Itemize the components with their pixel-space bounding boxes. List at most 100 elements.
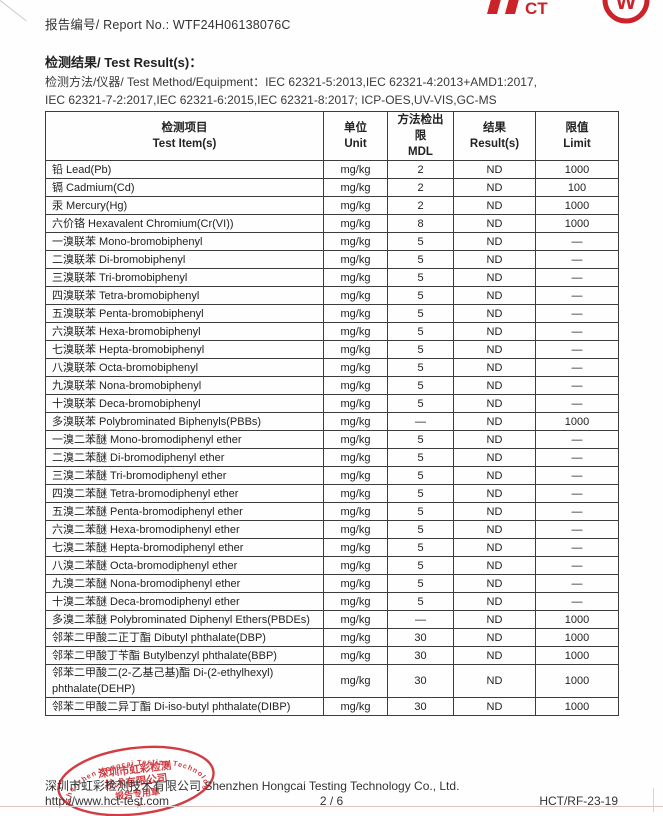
table-row: 邻苯二甲酸二(2-乙基己基)酯 Di-(2-ethylhexyl) phthal… xyxy=(45,664,619,698)
unit-cell: mg/kg xyxy=(323,304,388,323)
test-item-cell: 十溴联苯 Deca-bromobiphenyl xyxy=(45,394,324,413)
test-item-cell: 铅 Lead(Pb) xyxy=(45,160,324,179)
limit-cell: 1000 xyxy=(535,196,619,215)
limit-cell: — xyxy=(535,322,619,341)
limit-cell: — xyxy=(535,574,619,593)
limit-cell: — xyxy=(535,430,619,449)
limit-cell: — xyxy=(535,556,619,575)
limit-cell: — xyxy=(535,538,619,557)
test-item-cell: 镉 Cadmium(Cd) xyxy=(45,178,324,197)
limit-cell: — xyxy=(535,304,619,323)
report-number: 报告编号/ Report No.: WTF24H06138076C xyxy=(45,18,291,32)
scan-right-line-artifact xyxy=(653,788,654,812)
result-cell: ND xyxy=(453,646,536,665)
unit-cell: mg/kg xyxy=(323,286,388,305)
hct-logo-icon: CT xyxy=(487,0,548,18)
unit-cell: mg/kg xyxy=(323,250,388,269)
test-item-cell: 邻苯二甲酸二(2-乙基己基)酯 Di-(2-ethylhexyl) phthal… xyxy=(45,664,324,698)
test-method-line-1: 检测方法/仪器/ Test Method/Equipment：IEC 62321… xyxy=(45,75,537,89)
scan-corner-artifact xyxy=(0,0,27,22)
mdl-cell: 5 xyxy=(387,268,454,287)
table-row: 六溴联苯 Hexa-bromobiphenyl mg/kg 5 ND — xyxy=(45,322,619,341)
limit-cell: — xyxy=(535,268,619,287)
table-row: 二溴二苯醚 Di-bromodiphenyl ether mg/kg 5 ND — xyxy=(45,448,619,467)
svg-text:W: W xyxy=(616,0,637,14)
unit-cell: mg/kg xyxy=(323,664,388,698)
result-cell: ND xyxy=(453,160,536,179)
mdl-cell: — xyxy=(387,412,454,431)
result-cell: ND xyxy=(453,214,536,233)
mdl-cell: — xyxy=(387,610,454,629)
result-cell: ND xyxy=(453,358,536,377)
mdl-cell: 5 xyxy=(387,538,454,557)
stamp-star-icon: ★ xyxy=(135,800,143,810)
test-item-cell: 八溴联苯 Octa-bromobiphenyl xyxy=(45,358,324,377)
limit-cell: — xyxy=(535,250,619,269)
result-cell: ND xyxy=(453,466,536,485)
col-header-test-item: 检测项目 Test Item(s) xyxy=(45,111,324,161)
mdl-cell: 30 xyxy=(387,628,454,647)
result-cell: ND xyxy=(453,178,536,197)
test-item-cell: 六溴二苯醚 Hexa-bromodiphenyl ether xyxy=(45,520,324,539)
table-row: 三溴二苯醚 Tri-bromodiphenyl ether mg/kg 5 ND — xyxy=(45,466,619,485)
unit-cell: mg/kg xyxy=(323,574,388,593)
limit-cell: — xyxy=(535,232,619,251)
mdl-cell: 5 xyxy=(387,286,454,305)
mdl-cell: 2 xyxy=(387,196,454,215)
unit-cell: mg/kg xyxy=(323,502,388,521)
test-item-cell: 六价铬 Hexavalent Chromium(Cr(VI)) xyxy=(45,214,324,233)
result-cell: ND xyxy=(453,556,536,575)
table-row: 九溴二苯醚 Nona-bromodiphenyl ether mg/kg 5 ND — xyxy=(45,574,619,593)
limit-cell: 1000 xyxy=(535,214,619,233)
mdl-cell: 30 xyxy=(387,664,454,698)
table-row: 十溴联苯 Deca-bromobiphenyl mg/kg 5 ND — xyxy=(45,394,619,413)
table-row: 四溴联苯 Tetra-bromobiphenyl mg/kg 5 ND — xyxy=(45,286,619,305)
table-row: 九溴联苯 Nona-bromobiphenyl mg/kg 5 ND — xyxy=(45,376,619,395)
test-item-cell: 七溴联苯 Hepta-bromobiphenyl xyxy=(45,340,324,359)
mdl-cell: 5 xyxy=(387,376,454,395)
mdl-cell: 30 xyxy=(387,646,454,665)
result-cell: ND xyxy=(453,484,536,503)
limit-cell: 1000 xyxy=(535,412,619,431)
table-body: 铅 Lead(Pb) mg/kg 2 ND 1000 镉 Cadmium(Cd) mg/kg… xyxy=(45,160,619,716)
result-cell: ND xyxy=(453,340,536,359)
unit-cell: mg/kg xyxy=(323,484,388,503)
table-row: 十溴二苯醚 Deca-bromodiphenyl ether mg/kg 5 ND — xyxy=(45,592,619,611)
table-row: 铅 Lead(Pb) mg/kg 2 ND 1000 xyxy=(45,160,619,179)
table-row: 一溴二苯醚 Mono-bromodiphenyl ether mg/kg 5 ND — xyxy=(45,430,619,449)
result-cell: ND xyxy=(453,196,536,215)
limit-cell: 100 xyxy=(535,178,619,197)
unit-cell: mg/kg xyxy=(323,322,388,341)
mdl-cell: 5 xyxy=(387,556,454,575)
unit-cell: mg/kg xyxy=(323,646,388,665)
result-cell: ND xyxy=(453,250,536,269)
table-row: 六溴二苯醚 Hexa-bromodiphenyl ether mg/kg 5 ND — xyxy=(45,520,619,539)
mdl-cell: 5 xyxy=(387,592,454,611)
unit-cell: mg/kg xyxy=(323,628,388,647)
test-item-cell: 四溴联苯 Tetra-bromobiphenyl xyxy=(45,286,324,305)
test-item-cell: 十溴二苯醚 Deca-bromodiphenyl ether xyxy=(45,592,324,611)
mdl-cell: 5 xyxy=(387,430,454,449)
mdl-cell: 5 xyxy=(387,574,454,593)
result-cell: ND xyxy=(453,430,536,449)
test-item-cell: 七溴二苯醚 Hepta-bromodiphenyl ether xyxy=(45,538,324,557)
test-item-cell: 邻苯二甲酸丁苄酯 Butylbenzyl phthalate(BBP) xyxy=(45,646,324,665)
limit-cell: — xyxy=(535,448,619,467)
result-cell: ND xyxy=(453,502,536,521)
mdl-cell: 5 xyxy=(387,502,454,521)
limit-cell: — xyxy=(535,502,619,521)
mdl-cell: 5 xyxy=(387,484,454,503)
test-item-cell: 九溴二苯醚 Nona-bromodiphenyl ether xyxy=(45,574,324,593)
col-header-unit: 单位 Unit xyxy=(323,111,388,161)
limit-cell: 1000 xyxy=(535,160,619,179)
unit-cell: mg/kg xyxy=(323,520,388,539)
unit-cell: mg/kg xyxy=(323,340,388,359)
unit-cell: mg/kg xyxy=(323,592,388,611)
test-item-cell: 三溴二苯醚 Tri-bromodiphenyl ether xyxy=(45,466,324,485)
unit-cell: mg/kg xyxy=(323,697,388,716)
footer-doc-ref: HCT/RF-23-19 xyxy=(539,794,618,808)
test-item-cell: 二溴二苯醚 Di-bromodiphenyl ether xyxy=(45,448,324,467)
test-item-cell: 三溴联苯 Tri-bromobiphenyl xyxy=(45,268,324,287)
result-cell: ND xyxy=(453,574,536,593)
table-row: 七溴联苯 Hepta-bromobiphenyl mg/kg 5 ND — xyxy=(45,340,619,359)
